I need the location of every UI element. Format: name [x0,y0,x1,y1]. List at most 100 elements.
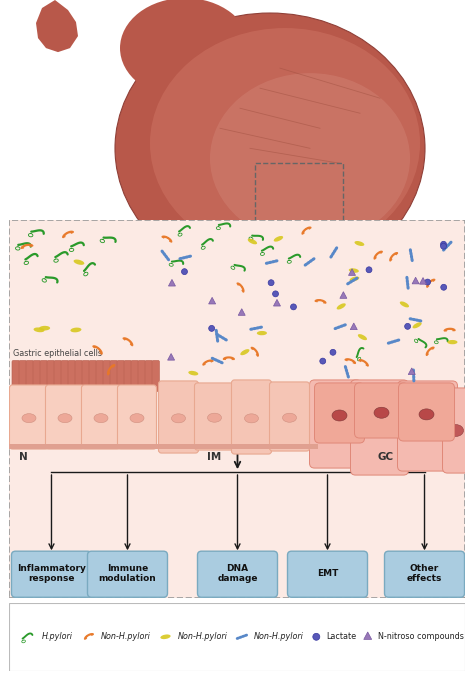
FancyBboxPatch shape [288,551,367,598]
Polygon shape [340,291,347,298]
Ellipse shape [358,334,367,340]
Text: Lactate: Lactate [326,632,356,642]
Circle shape [366,267,372,272]
Polygon shape [123,338,133,346]
Ellipse shape [73,260,84,265]
Polygon shape [251,347,258,356]
Text: Inflammatory
response: Inflammatory response [17,564,86,583]
Circle shape [291,304,296,310]
Text: N: N [19,452,28,462]
Polygon shape [203,360,213,365]
FancyBboxPatch shape [152,360,159,391]
Polygon shape [302,227,311,234]
FancyBboxPatch shape [54,360,62,391]
Polygon shape [412,277,419,284]
Polygon shape [154,262,230,332]
Ellipse shape [349,268,359,273]
FancyBboxPatch shape [110,360,118,391]
Ellipse shape [150,28,420,258]
FancyBboxPatch shape [40,360,47,391]
FancyBboxPatch shape [19,360,27,391]
Ellipse shape [71,328,82,333]
FancyBboxPatch shape [33,360,40,391]
Polygon shape [444,329,455,331]
FancyBboxPatch shape [75,360,82,391]
Polygon shape [36,0,78,52]
Polygon shape [93,346,102,354]
Text: Non-H.pylori: Non-H.pylori [101,632,151,642]
Ellipse shape [273,236,283,241]
Circle shape [320,358,326,364]
Polygon shape [350,323,357,330]
Circle shape [313,633,320,640]
Polygon shape [168,354,174,360]
Ellipse shape [172,414,185,422]
Text: Other
effects: Other effects [407,564,442,583]
Text: IM: IM [208,452,222,462]
FancyBboxPatch shape [158,381,199,453]
Ellipse shape [120,0,250,98]
FancyBboxPatch shape [82,360,90,391]
FancyBboxPatch shape [231,380,272,454]
Ellipse shape [328,418,344,430]
Polygon shape [209,297,216,304]
Ellipse shape [58,414,72,422]
Ellipse shape [447,425,464,437]
Ellipse shape [248,239,257,244]
Circle shape [425,279,430,285]
Ellipse shape [412,322,422,329]
Ellipse shape [447,340,457,344]
Polygon shape [223,357,234,360]
FancyBboxPatch shape [61,360,68,391]
Ellipse shape [188,371,198,375]
Text: Immune
modulation: Immune modulation [99,564,156,583]
Polygon shape [315,299,326,303]
FancyBboxPatch shape [270,382,310,451]
Text: Non-H.pylori: Non-H.pylori [177,632,228,642]
FancyBboxPatch shape [399,383,455,441]
FancyBboxPatch shape [315,383,365,443]
Ellipse shape [419,420,436,432]
Polygon shape [426,347,434,356]
Text: DNA
damage: DNA damage [217,564,258,583]
FancyBboxPatch shape [398,381,457,471]
FancyBboxPatch shape [82,385,120,449]
FancyBboxPatch shape [138,360,146,391]
Polygon shape [238,309,245,315]
Circle shape [209,325,215,331]
Polygon shape [408,368,415,375]
FancyBboxPatch shape [355,383,409,438]
Ellipse shape [94,414,108,422]
Text: H.pylori: H.pylori [42,632,73,642]
Ellipse shape [374,407,389,418]
Polygon shape [84,633,93,639]
Ellipse shape [419,409,434,420]
Ellipse shape [257,331,267,335]
FancyBboxPatch shape [9,385,48,449]
Text: N-nitroso compounds: N-nitroso compounds [378,632,464,642]
Polygon shape [427,279,435,287]
Text: Gastric epithelial cells: Gastric epithelial cells [13,349,102,358]
FancyBboxPatch shape [26,360,34,391]
Ellipse shape [22,414,36,422]
Text: Non-H.pylori: Non-H.pylori [254,632,304,642]
Polygon shape [168,279,175,286]
Polygon shape [364,632,372,639]
Polygon shape [108,365,115,375]
FancyBboxPatch shape [198,551,277,598]
Ellipse shape [372,422,388,433]
Text: EMT: EMT [317,569,338,578]
Polygon shape [237,283,244,292]
FancyBboxPatch shape [124,360,131,391]
Ellipse shape [240,349,249,355]
FancyBboxPatch shape [117,360,125,391]
Ellipse shape [160,635,171,639]
Polygon shape [348,269,356,275]
Ellipse shape [210,73,410,243]
FancyBboxPatch shape [131,360,138,391]
Ellipse shape [332,410,347,421]
Bar [9,444,318,449]
Polygon shape [148,254,240,341]
Circle shape [440,243,447,249]
Ellipse shape [130,414,144,422]
